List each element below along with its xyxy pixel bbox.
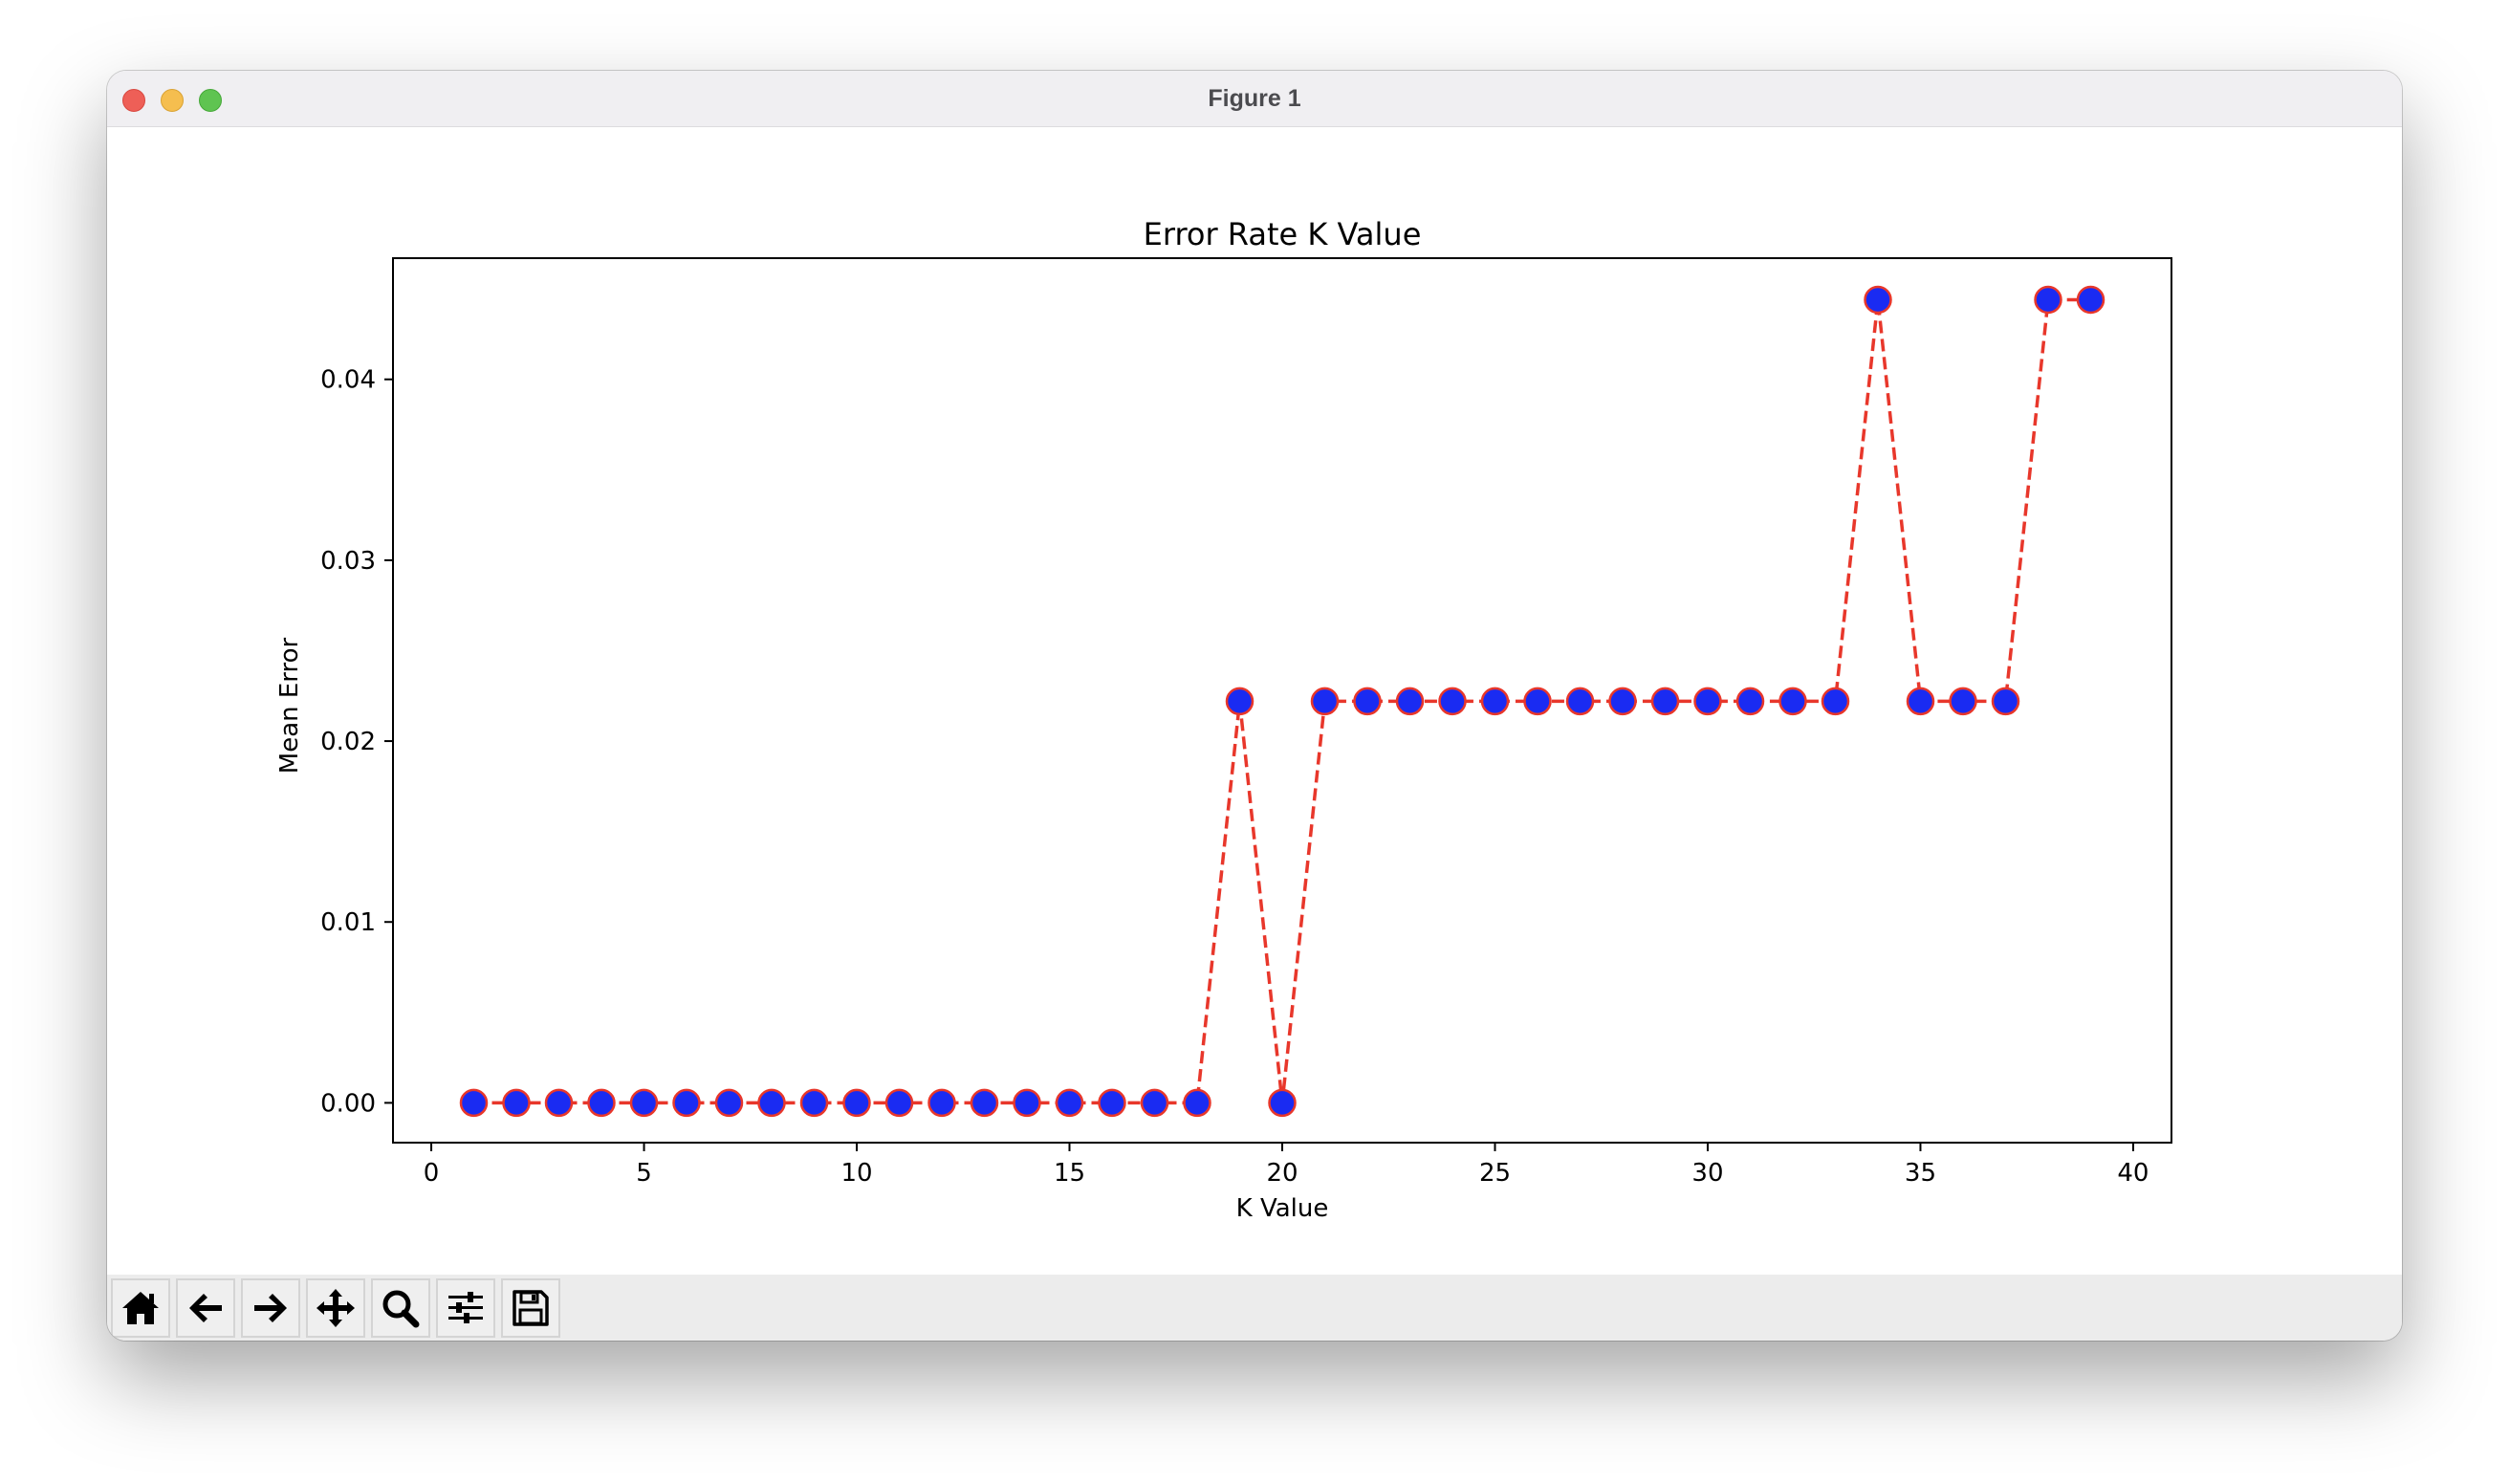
zoom-icon [382, 1290, 420, 1328]
back-button[interactable] [176, 1278, 235, 1338]
home-icon [122, 1292, 159, 1324]
x-tick-label: 15 [1054, 1159, 1085, 1188]
minimize-button[interactable] [161, 89, 184, 112]
x-tick-label: 5 [636, 1159, 652, 1188]
data-point [970, 1088, 999, 1118]
data-point [1906, 687, 1935, 716]
plot-frame [392, 257, 2172, 1144]
data-point [1140, 1088, 1169, 1118]
x-tick-label: 0 [424, 1159, 440, 1188]
save-icon [513, 1290, 549, 1326]
data-point [587, 1088, 616, 1118]
pan-button[interactable] [306, 1278, 365, 1338]
y-axis-label: Mean Error [275, 637, 304, 774]
figure-window: Figure 1 0 5 10 15 20 25 30 35 40 0.00 0.01 0.02 0.0… [107, 71, 2402, 1341]
data-point [1438, 687, 1467, 716]
configure-subplots-button[interactable] [436, 1278, 495, 1338]
chart: 0 5 10 15 20 25 30 35 40 0.00 0.01 0.02 0.03 0.04 Err… [275, 216, 2172, 1223]
data-point [1991, 687, 2020, 716]
data-point [2034, 285, 2062, 315]
zoom-button[interactable] [371, 1278, 430, 1338]
data-point [927, 1088, 956, 1118]
configure-subplots-icon [448, 1292, 483, 1323]
data-point [2076, 285, 2105, 315]
data-point [1480, 687, 1510, 716]
data-point [1395, 687, 1425, 716]
data-point [629, 1088, 659, 1118]
data-point [1098, 1088, 1126, 1118]
y-tick-label: 0.04 [320, 366, 376, 395]
y-tick-label: 0.01 [320, 908, 376, 937]
data-point [1864, 285, 1892, 315]
data-point [1693, 687, 1722, 716]
y-tick-label: 0.00 [320, 1089, 376, 1118]
data-point [1268, 1088, 1297, 1118]
chart-title: Error Rate K Value [1144, 216, 1422, 252]
data-point [1225, 687, 1254, 716]
close-button[interactable] [122, 89, 145, 112]
data-point [1310, 687, 1340, 716]
data-point [459, 1088, 489, 1118]
x-axis-label: K Value [1236, 1194, 1329, 1223]
data-point [842, 1088, 871, 1118]
figure-canvas: 0 5 10 15 20 25 30 35 40 0.00 0.01 0.02 0.03 0.04 Err… [107, 127, 2402, 1275]
data-point [1565, 687, 1595, 716]
data-point [884, 1088, 914, 1118]
data-point [757, 1088, 786, 1118]
data-point [1013, 1088, 1041, 1118]
x-tick-label: 35 [1905, 1159, 1936, 1188]
data-point [1778, 687, 1807, 716]
x-tick-label: 25 [1479, 1159, 1511, 1188]
data-point [1353, 687, 1382, 716]
x-tick-label: 20 [1266, 1159, 1298, 1188]
forward-button[interactable] [241, 1278, 300, 1338]
x-tick-label: 30 [1691, 1159, 1723, 1188]
data-point [1949, 687, 1977, 716]
window-title: Figure 1 [1208, 85, 1301, 112]
maximize-button[interactable] [199, 89, 222, 112]
data-point [714, 1088, 744, 1118]
forward-arrow-icon [254, 1294, 287, 1322]
home-button[interactable] [111, 1278, 170, 1338]
data-point [1735, 687, 1765, 716]
data-point [672, 1088, 701, 1118]
data-point [799, 1088, 829, 1118]
navigation-toolbar [107, 1275, 2402, 1341]
x-tick-label: 10 [840, 1159, 872, 1188]
data-point [1821, 687, 1850, 716]
back-arrow-icon [189, 1294, 222, 1322]
data-point [1055, 1088, 1084, 1118]
data-point [1608, 687, 1637, 716]
y-tick-label: 0.02 [320, 728, 376, 756]
y-tick-label: 0.03 [320, 547, 376, 576]
data-point [544, 1088, 574, 1118]
data-point [1650, 687, 1680, 716]
data-point [1183, 1088, 1211, 1118]
data-point [1523, 687, 1552, 716]
title-bar: Figure 1 [107, 71, 2402, 127]
save-button[interactable] [501, 1278, 560, 1338]
data-point [502, 1088, 531, 1118]
pan-icon [316, 1289, 355, 1327]
x-tick-label: 40 [2117, 1159, 2149, 1188]
